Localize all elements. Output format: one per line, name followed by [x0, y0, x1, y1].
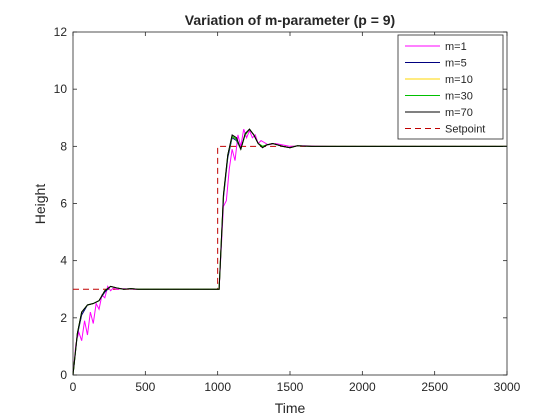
x-axis-ticks: 0 500 1000 1500 2000 2500 3000 [70, 32, 521, 394]
y-tick-label: 4 [60, 254, 67, 268]
legend-entries: m=1 m=5 m=10 m=30 m=70 Setpoint [405, 41, 485, 136]
y-tick-label: 12 [54, 25, 68, 39]
chart-title: Variation of m-parameter (p = 9) [185, 12, 395, 28]
y-tick-label: 10 [54, 82, 68, 96]
legend-label: m=5 [445, 58, 467, 70]
x-axis-label: Time [275, 400, 306, 416]
y-tick-label: 6 [60, 197, 67, 211]
legend-label: m=10 [445, 74, 473, 86]
x-tick-label: 3000 [494, 380, 521, 394]
legend-label: m=70 [445, 107, 473, 119]
x-tick-label: 2000 [349, 380, 376, 394]
x-tick-label: 500 [135, 380, 155, 394]
y-tick-label: 8 [60, 139, 67, 153]
y-tick-label: 0 [60, 368, 67, 382]
legend-label: m=1 [445, 41, 467, 53]
x-tick-label: 1500 [277, 380, 304, 394]
series-line-m-70 [72, 128, 507, 376]
y-tick-label: 2 [60, 311, 67, 325]
legend: m=1 m=5 m=10 m=30 m=70 Setpoint [397, 34, 504, 140]
legend-box [397, 34, 504, 140]
x-tick-label: 2500 [421, 380, 448, 394]
y-axis-label: Height [32, 184, 48, 225]
series-layer [72, 128, 507, 376]
x-tick-label: 1000 [204, 380, 231, 394]
x-tick-label: 0 [70, 380, 77, 394]
legend-label: m=30 [445, 91, 473, 103]
y-axis-ticks: 0 2 4 6 8 10 12 [54, 25, 507, 382]
legend-label: Setpoint [445, 124, 485, 136]
